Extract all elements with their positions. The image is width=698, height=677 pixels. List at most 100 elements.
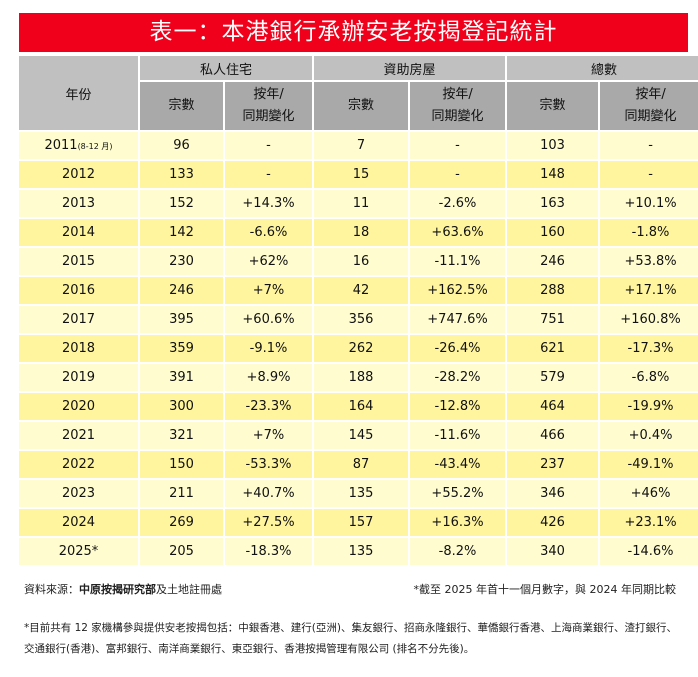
cell-p: 359 <box>140 335 223 362</box>
source-note: 資料來源：中原按揭研究部及土地註冊處 <box>24 581 222 597</box>
cell-t: 237 <box>507 451 599 478</box>
year-value: 2013 <box>61 196 96 211</box>
cell-sc: +63.6% <box>410 219 506 246</box>
reverse-mortgage-table: 年份 私人住宅 資助房屋 總數 宗數 按年/同期變化 宗數 按年/同期變化 宗數 按年/同… <box>17 54 698 567</box>
table-row: 2022 150 -53.3% 87 -43.4% 237 -49.1% <box>19 451 698 478</box>
change-line2: 同期變化 <box>624 109 677 124</box>
table-row: 2014 142 -6.6% 18 +63.6% 160 -1.8% <box>19 219 698 246</box>
table-row: 2024 269 +27.5% 157 +16.3% 426 +23.1% <box>19 509 698 536</box>
cell-year: 2011(8-12 月) <box>19 132 138 159</box>
cell-pc: +27.5% <box>225 509 313 536</box>
cell-tc: - <box>600 161 698 188</box>
table-row: 2015 230 +62% 16 -11.1% 246 +53.8% <box>19 248 698 275</box>
cell-t: 103 <box>507 132 599 159</box>
table-row: 2017 395 +60.6% 356 +747.6% 751 +160.8% <box>19 306 698 333</box>
cell-year: 2020 <box>19 393 138 420</box>
cell-s: 11 <box>314 190 409 217</box>
cell-sc: -8.2% <box>410 538 506 565</box>
cell-p: 321 <box>140 422 223 449</box>
cell-year: 2014 <box>19 219 138 246</box>
cell-p: 96 <box>140 132 223 159</box>
cell-pc: -53.3% <box>225 451 313 478</box>
year-value: 2017 <box>61 312 96 327</box>
cell-s: 164 <box>314 393 409 420</box>
cell-p: 142 <box>140 219 223 246</box>
change-line1: 按年/ <box>442 87 473 102</box>
cell-year: 2021 <box>19 422 138 449</box>
cell-pc: +40.7% <box>225 480 313 507</box>
cell-s: 157 <box>314 509 409 536</box>
cell-p: 269 <box>140 509 223 536</box>
year-note: (8-12 月) <box>77 142 113 151</box>
cell-t: 426 <box>507 509 599 536</box>
cell-p: 246 <box>140 277 223 304</box>
cell-p: 152 <box>140 190 223 217</box>
cell-pc: - <box>225 132 313 159</box>
cell-year: 2022 <box>19 451 138 478</box>
cell-t: 621 <box>507 335 599 362</box>
cell-sc: -26.4% <box>410 335 506 362</box>
cell-s: 135 <box>314 480 409 507</box>
cell-sc: +55.2% <box>410 480 506 507</box>
table-row: 2021 321 +7% 145 -11.6% 466 +0.4% <box>19 422 698 449</box>
year-value: 2014 <box>61 225 96 240</box>
cell-pc: -6.6% <box>225 219 313 246</box>
cell-pc: -23.3% <box>225 393 313 420</box>
note-banks: *目前共有 12 家機構參與提供安老按揭包括：中銀香港、建行(亞洲)、集友銀行、… <box>24 622 677 655</box>
cell-tc: +17.1% <box>600 277 698 304</box>
cell-tc: +23.1% <box>600 509 698 536</box>
cell-s: 42 <box>314 277 409 304</box>
cell-tc: +53.8% <box>600 248 698 275</box>
cell-tc: -17.3% <box>600 335 698 362</box>
year-value: 2018 <box>61 341 96 356</box>
source-prefix: 資料來源： <box>24 583 79 596</box>
cell-s: 356 <box>314 306 409 333</box>
subheader-count: 宗數 <box>140 82 223 130</box>
note-2025: *截至 2025 年首十一個月數字，與 2024 年同期比較 <box>413 583 676 596</box>
source-bold: 中原按揭研究部 <box>79 583 156 596</box>
cell-pc: +62% <box>225 248 313 275</box>
subheader-change: 按年/同期變化 <box>410 82 506 130</box>
cell-s: 145 <box>314 422 409 449</box>
cell-p: 300 <box>140 393 223 420</box>
year-value: 2025* <box>58 544 99 559</box>
cell-year: 2025* <box>19 538 138 565</box>
cell-year: 2018 <box>19 335 138 362</box>
cell-t: 346 <box>507 480 599 507</box>
year-value: 2019 <box>61 370 96 385</box>
cell-tc: -14.6% <box>600 538 698 565</box>
table-row: 2025* 205 -18.3% 135 -8.2% 340 -14.6% <box>19 538 698 565</box>
cell-s: 262 <box>314 335 409 362</box>
header-subsidized: 資助房屋 <box>314 56 506 80</box>
cell-sc: -28.2% <box>410 364 506 391</box>
change-line2: 同期變化 <box>431 109 484 124</box>
cell-s: 7 <box>314 132 409 159</box>
cell-sc: -12.8% <box>410 393 506 420</box>
cell-s: 18 <box>314 219 409 246</box>
cell-p: 211 <box>140 480 223 507</box>
cell-year: 2016 <box>19 277 138 304</box>
cell-tc: -49.1% <box>600 451 698 478</box>
cell-t: 579 <box>507 364 599 391</box>
cell-sc: -11.1% <box>410 248 506 275</box>
cell-sc: +16.3% <box>410 509 506 536</box>
cell-t: 464 <box>507 393 599 420</box>
change-line2: 同期變化 <box>242 109 295 124</box>
cell-year: 2023 <box>19 480 138 507</box>
cell-year: 2012 <box>19 161 138 188</box>
cell-year: 2015 <box>19 248 138 275</box>
subheader-change: 按年/同期變化 <box>600 82 698 130</box>
cell-pc: +60.6% <box>225 306 313 333</box>
cell-pc: +8.9% <box>225 364 313 391</box>
cell-t: 246 <box>507 248 599 275</box>
cell-tc: - <box>600 132 698 159</box>
cell-year: 2019 <box>19 364 138 391</box>
table-row: 2016 246 +7% 42 +162.5% 288 +17.1% <box>19 277 698 304</box>
subheader-count: 宗數 <box>507 82 599 130</box>
cell-s: 135 <box>314 538 409 565</box>
cell-tc: +0.4% <box>600 422 698 449</box>
table-row: 2019 391 +8.9% 188 -28.2% 579 -6.8% <box>19 364 698 391</box>
cell-pc: +7% <box>225 277 313 304</box>
cell-t: 288 <box>507 277 599 304</box>
cell-pc: - <box>225 161 313 188</box>
